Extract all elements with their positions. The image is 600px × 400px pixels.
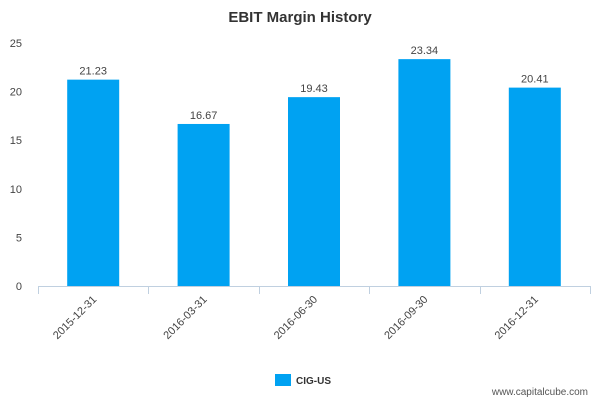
data-label: 23.34 <box>411 45 439 57</box>
x-tick-label: 2015-12-31 <box>51 294 99 342</box>
legend-label: CIG-US <box>296 376 331 387</box>
x-axis: 2015-12-31 2016-03-31 2016-06-30 2016-09-30… <box>38 286 591 342</box>
legend-swatch <box>275 374 291 386</box>
bar <box>508 87 561 286</box>
x-tick-label: 2016-03-31 <box>161 294 209 342</box>
y-tick-label: 0 <box>16 281 22 293</box>
bar <box>67 79 120 286</box>
chart-title: EBIT Margin History <box>228 9 372 26</box>
y-tick-label: 20 <box>10 87 22 99</box>
watermark: www.capitalcube.com <box>491 387 588 398</box>
x-tick-label: 2016-12-31 <box>493 294 541 342</box>
data-label: 19.43 <box>300 83 328 95</box>
bar <box>288 97 340 286</box>
y-tick-label: 10 <box>10 184 22 196</box>
bar <box>177 123 230 287</box>
data-label: 16.67 <box>190 110 218 122</box>
data-label: 20.41 <box>521 74 549 86</box>
y-tick-label: 5 <box>16 232 22 244</box>
y-axis: 0 5 10 15 20 25 <box>10 38 22 293</box>
plot-area: 21.23 16.67 19.43 23.34 20.41 <box>67 45 561 287</box>
x-tick-label: 2016-06-30 <box>272 294 320 342</box>
bar <box>398 59 451 287</box>
y-tick-label: 25 <box>10 38 22 50</box>
data-label: 21.23 <box>79 66 107 78</box>
y-tick-label: 15 <box>10 135 22 147</box>
x-tick-label: 2016-09-30 <box>382 294 430 342</box>
legend: CIG-US <box>275 374 331 387</box>
